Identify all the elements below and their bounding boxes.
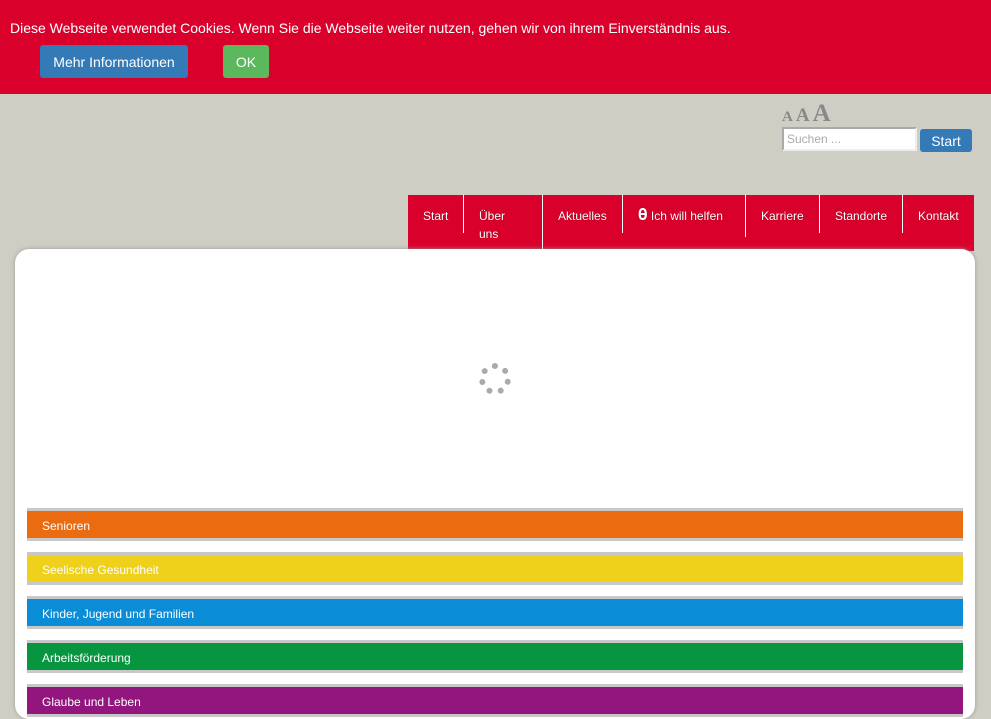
nav-label: Kontakt xyxy=(918,209,959,223)
category-bar[interactable]: Senioren xyxy=(27,508,963,541)
more-info-button[interactable]: Mehr Informationen xyxy=(40,45,188,78)
nav-kontakt[interactable]: Kontakt xyxy=(903,195,974,251)
nav-start[interactable]: Start xyxy=(408,195,464,251)
main-nav: Start Über uns Aktuelles 𝛉 Ich will helf… xyxy=(408,195,974,251)
nav-karriere[interactable]: Karriere xyxy=(746,195,820,251)
nav-label: Karriere xyxy=(761,209,804,223)
font-medium-button[interactable]: A xyxy=(795,105,810,126)
nav-label: Start xyxy=(423,209,449,223)
search-button[interactable]: Start xyxy=(920,129,972,152)
nav-label: Aktuelles xyxy=(558,209,607,223)
font-large-button[interactable]: A xyxy=(812,100,831,127)
search-input[interactable] xyxy=(782,127,917,151)
category-bar[interactable]: Arbeitsförderung xyxy=(27,640,963,673)
nav-label: Über uns xyxy=(479,209,506,241)
nav-ich-will-helfen[interactable]: 𝛉 Ich will helfen xyxy=(623,195,746,251)
category-bar[interactable]: Seelische Gesundheit xyxy=(27,552,963,585)
font-small-button[interactable]: A xyxy=(782,109,793,125)
cookie-banner: Diese Webseite verwendet Cookies. Wenn S… xyxy=(0,0,991,94)
loading-spinner-icon xyxy=(479,363,511,395)
nav-label: Standorte xyxy=(835,209,888,223)
fish-icon: 𝛉 xyxy=(638,207,648,224)
ok-button[interactable]: OK xyxy=(223,45,269,78)
nav-ueber-uns[interactable]: Über uns xyxy=(464,195,543,251)
category-bar[interactable]: Kinder, Jugend und Familien xyxy=(27,596,963,629)
cookie-message: Diese Webseite verwendet Cookies. Wenn S… xyxy=(10,20,731,36)
nav-label: Ich will helfen xyxy=(650,209,723,223)
category-bar[interactable]: Glaube und Leben xyxy=(27,684,963,717)
nav-aktuelles[interactable]: Aktuelles xyxy=(543,195,623,251)
nav-standorte[interactable]: Standorte xyxy=(820,195,903,251)
